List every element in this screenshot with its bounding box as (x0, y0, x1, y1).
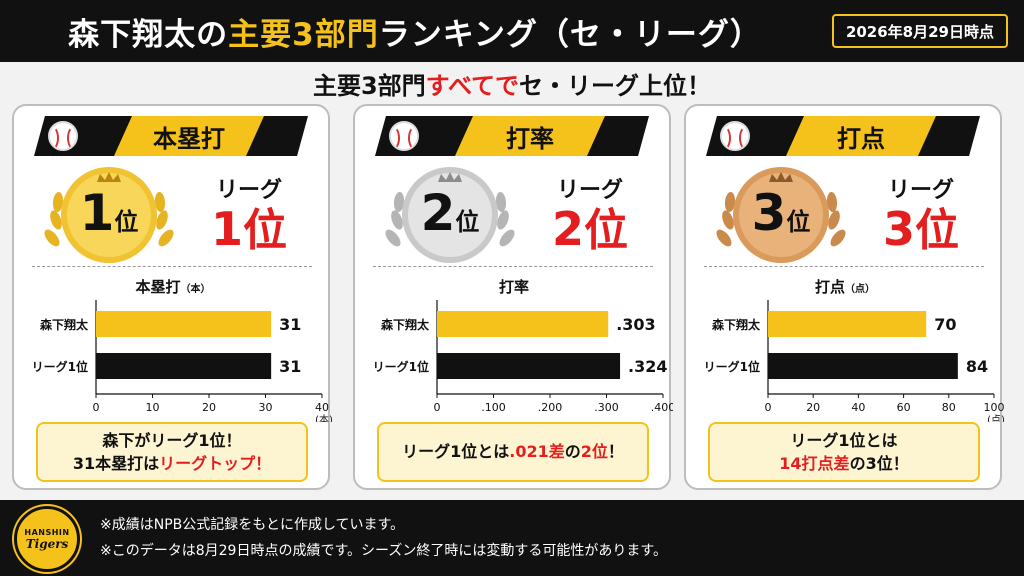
bar (768, 311, 927, 337)
divider (32, 266, 312, 267)
x-tick-label: 20 (806, 401, 820, 414)
bar (437, 353, 621, 379)
chart-title: 打点（点） (815, 278, 875, 296)
card-header: 本塁打 (34, 116, 308, 156)
baseball-icon (389, 121, 419, 151)
subtitle-post: セ・リーグ上位！ (519, 71, 712, 100)
note-box: 森下がリーグ1位！ 31本塁打はリーグトップ！ (36, 422, 308, 482)
card-header: 打率 (375, 116, 649, 156)
baseball-icon (48, 121, 78, 151)
page-title: 森下翔太の 主要3部門 ランキング（セ・リーグ） (20, 0, 810, 62)
league-rank: リーグ 2位 (551, 178, 628, 256)
footnote-2: ※このデータは8月29日時点の成績です。シーズン終了時には変動する可能性がありま… (100, 543, 667, 559)
chart-title: 打率 (499, 278, 529, 296)
x-axis-unit: (本) (315, 413, 332, 422)
header-bar: 森下翔太の 主要3部門 ランキング（セ・リーグ） 2026年8月29日時点 (0, 0, 1024, 62)
card-header: 打点 (706, 116, 980, 156)
data-label: 84 (966, 357, 988, 376)
x-tick-label: 100 (984, 401, 1005, 414)
data-label: 31 (279, 315, 301, 334)
x-tick-label: 60 (897, 401, 911, 414)
footnotes: ※成績はNPB公式記録をもとに作成しています。 ※このデータは8月29日時点の成… (100, 512, 667, 564)
x-tick-label: 30 (259, 401, 273, 414)
footer: HANSHIN Tigers ※成績はNPB公式記録をもとに作成しています。 ※… (0, 500, 1024, 576)
title-rest: ランキング（セ・リーグ） (378, 16, 762, 53)
medal-laurel-icon (716, 167, 846, 263)
league-rank: リーグ 3位 (882, 178, 959, 256)
x-tick-label: 0 (93, 401, 100, 414)
x-tick-label: 0 (434, 401, 441, 414)
card-title: 本塁打 (153, 124, 225, 153)
subtitle: 主要3部門 すべてで セ・リーグ上位！ (0, 66, 1024, 100)
chart-title: 本塁打（本） (135, 278, 210, 296)
subtitle-pre: 主要3部門 (312, 71, 426, 100)
chart-title-unit: （点） (845, 282, 875, 295)
x-axis-unit: (点) (987, 414, 1004, 422)
bar-chart-rbi: 打点（点） 0 20 40 60 80 100(点) 森下翔太 70 リーグ1位 84 (704, 278, 1005, 422)
x-tick-label: .300 (594, 401, 619, 414)
subtitle-red: すべてで (425, 71, 520, 100)
medal-laurel-icon (44, 167, 174, 263)
tigers-logo: HANSHIN Tigers (14, 506, 80, 572)
chart-title-unit: （本） (181, 282, 211, 295)
x-tick-label: 80 (942, 401, 956, 414)
x-tick-label: .100 (481, 401, 506, 414)
bar (437, 311, 609, 337)
x-tick-label: 20 (202, 401, 216, 414)
category-label: 森下翔太 (712, 317, 761, 332)
category-label: リーグ1位 (32, 359, 88, 374)
data-label: .303 (616, 315, 655, 334)
divider (704, 266, 984, 267)
divider (373, 266, 653, 267)
data-label: 70 (934, 315, 956, 334)
bar (96, 353, 272, 379)
bar-chart-batting-average: 打率 0 .100 .200 .300 .400 森下翔太 .303 リーグ1位 .324 (373, 278, 673, 414)
date-badge: 2026年8月29日時点 (831, 14, 1008, 48)
bar (96, 311, 272, 337)
footnote-1: ※成績はNPB公式記録をもとに作成しています。 (100, 517, 405, 533)
category-label: 森下翔太 (40, 317, 89, 332)
x-tick-label: 10 (146, 401, 160, 414)
x-tick-label: .200 (538, 401, 563, 414)
data-label: 31 (279, 357, 301, 376)
category-label: リーグ1位 (704, 359, 760, 374)
note-box: リーグ1位とは 14打点差の3位！ (708, 422, 980, 482)
x-tick-label: 0 (765, 401, 772, 414)
baseball-icon (720, 121, 750, 151)
league-rank: リーグ 1位 (210, 178, 287, 256)
data-label: .324 (628, 357, 667, 376)
category-label: 森下翔太 (381, 317, 430, 332)
bar-chart-home-runs: 本塁打（本） 0 10 20 30 40(本) 森下翔太 31 リーグ1位 31 (32, 278, 332, 422)
card-title: 打点 (837, 124, 885, 153)
card-title: 打率 (506, 124, 554, 153)
title-highlight: 主要3部門 (228, 16, 379, 53)
title-name: 森下翔太の (68, 16, 229, 53)
x-tick-label: 40 (851, 401, 865, 414)
note-box: リーグ1位とは.021差の2位！ (377, 422, 649, 482)
x-tick-label: 40 (315, 401, 329, 414)
category-label: リーグ1位 (373, 359, 429, 374)
medal-laurel-icon (385, 167, 515, 263)
x-tick-label: .400 (651, 401, 673, 414)
bar (768, 353, 958, 379)
